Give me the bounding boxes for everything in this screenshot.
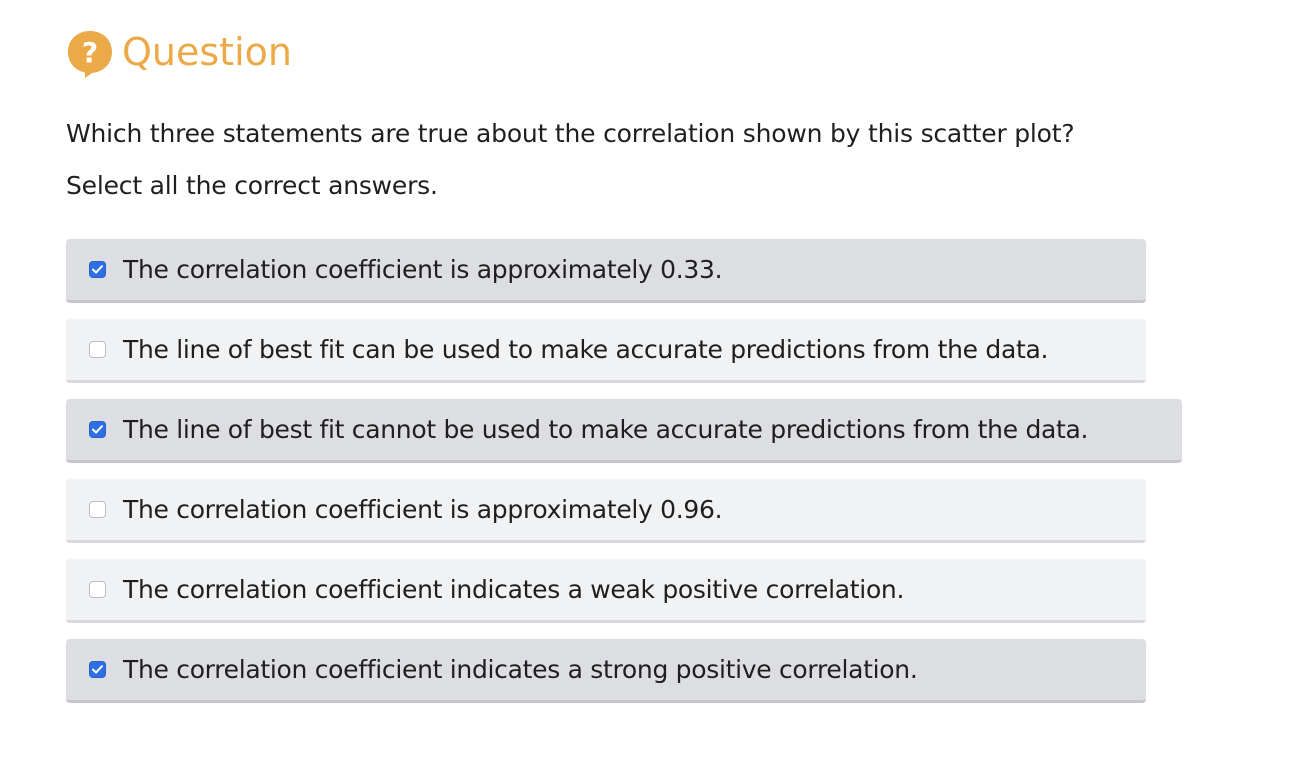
answer-option-label: The correlation coefficient indicates a … xyxy=(123,655,918,684)
question-prompt: Which three statements are true about th… xyxy=(66,119,1075,148)
answer-option-1[interactable]: The correlation coefficient is approxima… xyxy=(66,239,1146,303)
answer-option-label: The line of best fit can be used to make… xyxy=(123,335,1049,364)
checkbox-unchecked-icon[interactable] xyxy=(89,501,106,518)
checkbox-checked-icon[interactable] xyxy=(89,661,106,678)
answer-option-3[interactable]: The line of best fit cannot be used to m… xyxy=(66,399,1182,463)
answer-option-label: The line of best fit cannot be used to m… xyxy=(123,415,1089,444)
answer-option-label: The correlation coefficient indicates a … xyxy=(123,575,905,604)
answer-options: The correlation coefficient is approxima… xyxy=(66,239,1182,719)
answer-option-label: The correlation coefficient is approxima… xyxy=(123,255,723,284)
answer-option-6[interactable]: The correlation coefficient indicates a … xyxy=(66,639,1146,703)
question-bubble-icon: ? xyxy=(68,31,112,78)
answer-option-label: The correlation coefficient is approxima… xyxy=(123,495,723,524)
question-header: ? Question xyxy=(66,29,292,79)
checkbox-checked-icon[interactable] xyxy=(89,261,106,278)
answer-option-2[interactable]: The line of best fit can be used to make… xyxy=(66,319,1146,383)
checkbox-unchecked-icon[interactable] xyxy=(89,341,106,358)
question-instruction: Select all the correct answers. xyxy=(66,171,438,200)
question-heading: Question xyxy=(122,30,292,74)
answer-option-4[interactable]: The correlation coefficient is approxima… xyxy=(66,479,1146,543)
svg-text:?: ? xyxy=(82,36,98,69)
checkbox-unchecked-icon[interactable] xyxy=(89,581,106,598)
answer-option-5[interactable]: The correlation coefficient indicates a … xyxy=(66,559,1146,623)
checkbox-checked-icon[interactable] xyxy=(89,421,106,438)
